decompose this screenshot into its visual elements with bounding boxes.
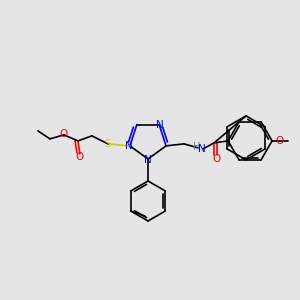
Text: O: O xyxy=(212,154,220,164)
Text: S: S xyxy=(105,139,111,149)
Text: O: O xyxy=(76,152,84,162)
Text: O: O xyxy=(60,129,68,139)
Text: N: N xyxy=(156,120,164,130)
Text: N: N xyxy=(125,141,133,151)
Text: N: N xyxy=(198,144,206,154)
Text: N: N xyxy=(144,155,152,165)
Text: O: O xyxy=(275,136,283,146)
Text: H: H xyxy=(194,142,201,152)
